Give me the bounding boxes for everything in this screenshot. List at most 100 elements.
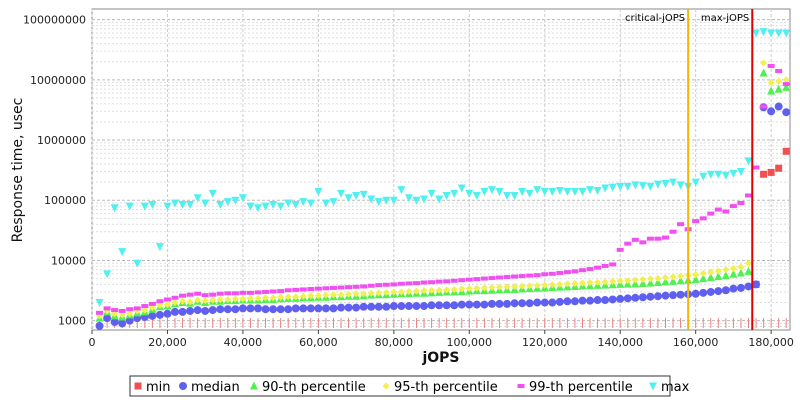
y-tick-label: 1000000 bbox=[37, 134, 86, 147]
data-point-95-th-percentile bbox=[412, 287, 420, 295]
data-point-99-th-percentile bbox=[254, 290, 262, 295]
data-point-95-th-percentile bbox=[654, 274, 662, 282]
data-point-max bbox=[472, 191, 481, 200]
data-point-99-th-percentile bbox=[171, 295, 179, 300]
data-point-95-th-percentile bbox=[360, 290, 368, 298]
data-point-95-th-percentile bbox=[118, 311, 126, 319]
data-point-max bbox=[729, 169, 738, 178]
data-point-max bbox=[623, 182, 632, 191]
data-point-max bbox=[495, 187, 504, 196]
data-point-95-th-percentile bbox=[571, 279, 579, 287]
data-point-median bbox=[163, 309, 172, 318]
data-point-median bbox=[329, 304, 338, 313]
data-point-max bbox=[412, 196, 421, 205]
data-point-95-th-percentile bbox=[699, 269, 707, 277]
data-point-95-th-percentile bbox=[262, 294, 270, 302]
data-point-median bbox=[653, 292, 662, 301]
data-point-95-th-percentile bbox=[435, 286, 443, 294]
data-point-max bbox=[721, 171, 730, 180]
data-point-95-th-percentile bbox=[405, 288, 413, 296]
data-point-95-th-percentile bbox=[775, 77, 783, 85]
data-point-99-th-percentile bbox=[541, 272, 549, 277]
data-point-95-th-percentile bbox=[352, 290, 360, 298]
data-point-median bbox=[125, 316, 134, 325]
data-point-max bbox=[480, 187, 489, 196]
data-point-99-th-percentile bbox=[314, 286, 322, 291]
legend-entry-label: 90-th percentile bbox=[262, 380, 366, 395]
data-point-max bbox=[442, 191, 451, 200]
data-point-99-th-percentile bbox=[277, 289, 285, 294]
data-point-median bbox=[661, 291, 670, 300]
legend-swatch bbox=[250, 381, 258, 390]
data-point-95-th-percentile bbox=[179, 297, 187, 305]
data-point-95-th-percentile bbox=[367, 289, 375, 297]
data-point-median bbox=[374, 302, 383, 311]
legend: min median 90-th percentile 95-th percentil… bbox=[129, 375, 690, 397]
data-point-99-th-percentile bbox=[239, 290, 247, 295]
data-point-max bbox=[178, 200, 187, 209]
data-point-95-th-percentile bbox=[533, 281, 541, 289]
data-point-95-th-percentile bbox=[329, 291, 337, 299]
data-point-max bbox=[284, 199, 293, 208]
data-point-99-th-percentile bbox=[292, 287, 300, 292]
data-point-95-th-percentile bbox=[692, 271, 700, 279]
data-point-median bbox=[601, 296, 610, 305]
data-point-95-th-percentile bbox=[480, 284, 488, 292]
marker-label: critical-jOPS bbox=[625, 13, 685, 24]
data-point-95-th-percentile bbox=[503, 283, 511, 291]
data-point-median bbox=[367, 302, 376, 311]
data-point-max bbox=[661, 179, 670, 188]
data-point-max bbox=[359, 190, 368, 199]
data-point-max bbox=[299, 198, 308, 207]
x-tick-label: 0 bbox=[89, 336, 96, 349]
data-point-95-th-percentile bbox=[722, 266, 730, 274]
data-point-median bbox=[155, 310, 164, 319]
data-point-median bbox=[193, 306, 202, 315]
data-point-max bbox=[510, 191, 519, 200]
data-point-95-th-percentile bbox=[737, 263, 745, 271]
data-point-95-th-percentile bbox=[246, 294, 254, 302]
legend-entry-label: median bbox=[191, 380, 240, 395]
data-point-99-th-percentile bbox=[601, 263, 609, 268]
data-point-max bbox=[329, 198, 338, 207]
data-point-99-th-percentile bbox=[654, 236, 662, 241]
data-point-99-th-percentile bbox=[246, 290, 254, 295]
data-point-95-th-percentile bbox=[661, 274, 669, 282]
data-point-median bbox=[171, 307, 180, 316]
data-point-max bbox=[389, 196, 398, 205]
legend-entry-label: min bbox=[146, 380, 171, 395]
data-point-median bbox=[231, 305, 240, 314]
data-point-95-th-percentile bbox=[578, 279, 586, 287]
data-point-90-th-percentile bbox=[676, 276, 685, 285]
series-99-th-percentile bbox=[96, 63, 790, 315]
data-point-95-th-percentile bbox=[171, 299, 179, 307]
data-point-95-th-percentile bbox=[397, 288, 405, 296]
data-point-max bbox=[344, 194, 353, 203]
data-point-max bbox=[427, 189, 436, 198]
data-point-95-th-percentile bbox=[239, 295, 247, 303]
data-point-95-th-percentile bbox=[201, 297, 209, 305]
data-point-99-th-percentile bbox=[329, 285, 337, 290]
data-point-90-th-percentile bbox=[729, 269, 738, 278]
data-point-99-th-percentile bbox=[148, 301, 156, 306]
data-point-95-th-percentile bbox=[382, 288, 390, 296]
data-point-95-th-percentile bbox=[586, 279, 594, 287]
data-point-99-th-percentile bbox=[495, 275, 503, 280]
data-point-median bbox=[442, 301, 451, 310]
data-point-median bbox=[503, 299, 512, 308]
data-point-95-th-percentile bbox=[677, 272, 685, 280]
data-point-max bbox=[646, 182, 655, 191]
data-point-max bbox=[125, 202, 134, 211]
y-axis-label: Response time, usec bbox=[10, 98, 26, 243]
data-point-95-th-percentile bbox=[488, 284, 496, 292]
data-point-99-th-percentile bbox=[473, 277, 481, 282]
data-point-95-th-percentile bbox=[729, 264, 737, 272]
data-point-95-th-percentile bbox=[443, 286, 451, 294]
data-point-95-th-percentile bbox=[224, 295, 232, 303]
data-point-median bbox=[148, 311, 157, 320]
data-point-90-th-percentile bbox=[767, 86, 776, 95]
data-point-max bbox=[110, 204, 119, 213]
data-point-95-th-percentile bbox=[141, 306, 149, 314]
data-point-max bbox=[457, 184, 466, 193]
data-point-max bbox=[706, 170, 715, 179]
